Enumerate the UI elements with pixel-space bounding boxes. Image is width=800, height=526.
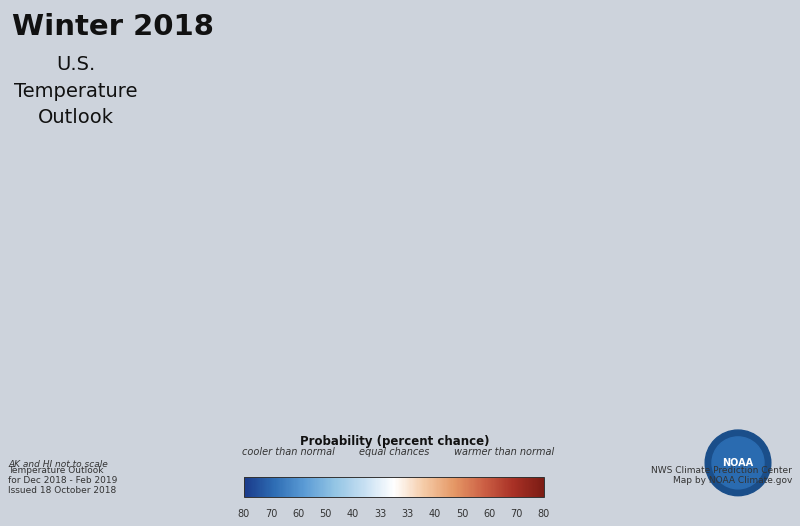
Text: U.S.
Temperature
Outlook: U.S. Temperature Outlook xyxy=(14,55,138,127)
Text: Temperature Outlook
for Dec 2018 - Feb 2019
Issued 18 October 2018: Temperature Outlook for Dec 2018 - Feb 2… xyxy=(8,466,118,495)
Text: Probability (percent chance): Probability (percent chance) xyxy=(300,435,489,448)
Text: 40: 40 xyxy=(429,509,441,519)
Text: 80: 80 xyxy=(538,509,550,519)
Text: 33: 33 xyxy=(374,509,386,519)
Text: 60: 60 xyxy=(483,509,495,519)
Text: Winter 2018: Winter 2018 xyxy=(12,13,214,41)
Text: NOAA: NOAA xyxy=(722,458,754,468)
Text: NWS Climate Prediction Center
Map by NOAA Climate.gov: NWS Climate Prediction Center Map by NOA… xyxy=(651,466,792,485)
Circle shape xyxy=(705,430,771,495)
Circle shape xyxy=(712,437,764,489)
Text: 60: 60 xyxy=(293,509,305,519)
Text: warmer than normal: warmer than normal xyxy=(454,447,554,457)
Text: equal chances: equal chances xyxy=(359,447,430,457)
Text: 50: 50 xyxy=(456,509,468,519)
Text: 70: 70 xyxy=(510,509,523,519)
Text: 70: 70 xyxy=(265,509,278,519)
Text: 33: 33 xyxy=(402,509,414,519)
Text: 40: 40 xyxy=(347,509,359,519)
Text: 50: 50 xyxy=(320,509,332,519)
Text: 80: 80 xyxy=(238,509,250,519)
Text: cooler than normal: cooler than normal xyxy=(242,447,334,457)
Text: AK and HI not to scale: AK and HI not to scale xyxy=(8,460,108,469)
